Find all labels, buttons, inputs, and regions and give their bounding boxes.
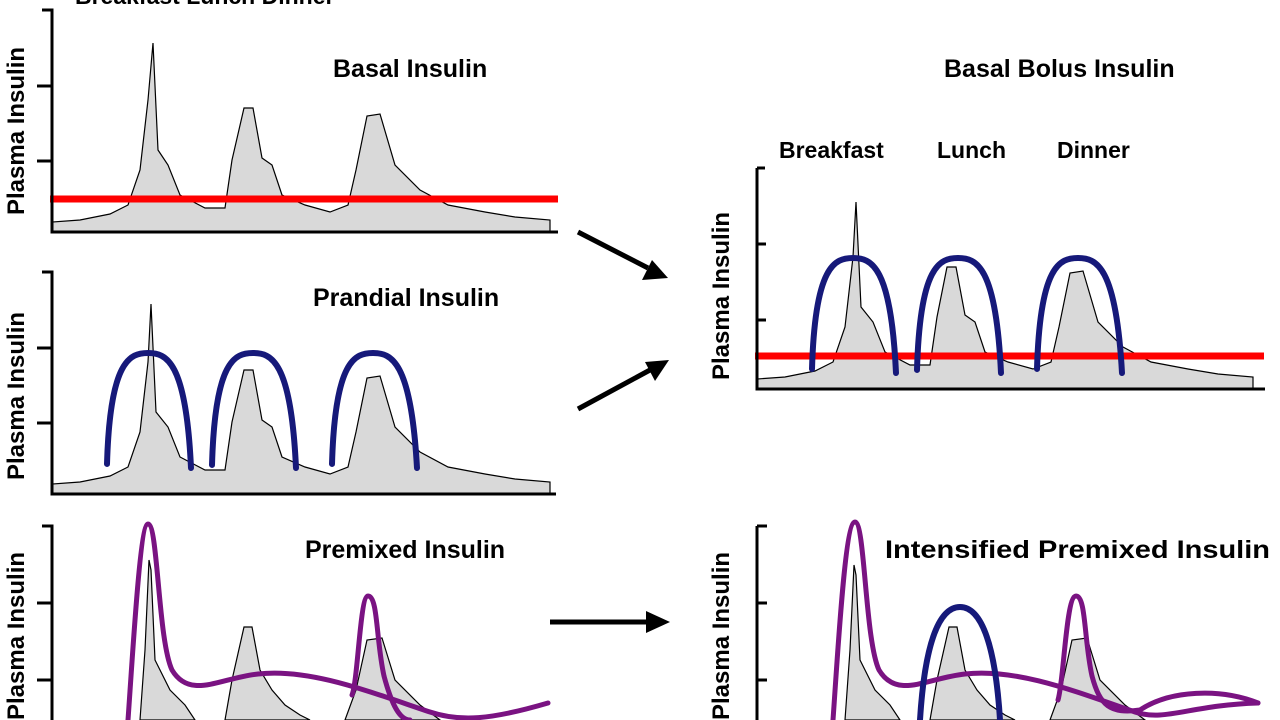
- arrow-basal-to-basal-bolus: [576, 229, 668, 280]
- y-axis-label: Plasma Insulin: [708, 552, 735, 720]
- physiologic-insulin-profile: [139, 559, 441, 720]
- meal-label-dinner: Dinner: [1057, 137, 1130, 163]
- prandial-bolus-curve: [209, 349, 299, 471]
- panel-basal-bolus: Basal Bolus Insulin Breakfast Lunch Dinn…: [708, 55, 1265, 391]
- panel-intensified: Intensified Premixed Insulin Plasma Insu…: [708, 519, 1270, 720]
- arrow-prandial-to-basal-bolus: [576, 360, 669, 412]
- meal-label-lunch: Lunch: [937, 137, 1006, 163]
- axes: [42, 8, 558, 234]
- physiologic-insulin-profile: [51, 303, 551, 495]
- panel-basal: Basal Insulin Plasma Insulin: [3, 8, 558, 234]
- panel-title: Basal Insulin: [333, 55, 487, 83]
- axes: [42, 270, 556, 496]
- panel-title: Premixed Insulin: [305, 536, 505, 564]
- prandial-bolus-curve: [329, 349, 420, 471]
- meal-label-breakfast: Breakfast: [779, 137, 884, 163]
- axes: [755, 166, 1265, 391]
- panel-title: Basal Bolus Insulin: [944, 55, 1175, 83]
- lunch-bolus-curve: [917, 603, 1003, 720]
- premixed-curve: [125, 521, 551, 720]
- bolus-insulin-curve: [914, 254, 1004, 376]
- bolus-insulin-curve: [1034, 254, 1125, 376]
- cropped-meal-labels: Breakfast Lunch Dinner: [75, 0, 334, 9]
- premixed-curve: [349, 593, 413, 720]
- premixed-curve: [1055, 593, 1261, 714]
- y-axis-label: Plasma Insulin: [3, 552, 30, 720]
- bolus-insulin-curve: [809, 254, 899, 376]
- y-axis-label: Plasma Insulin: [3, 312, 30, 480]
- prandial-bolus-curve: [104, 349, 194, 471]
- premixed-curve: [830, 519, 1261, 720]
- physiologic-insulin-profile: [844, 564, 1146, 720]
- panel-prandial: Prandial Insulin Plasma Insulin: [3, 270, 556, 496]
- arrow-premixed-to-intensified: [550, 611, 670, 633]
- axes: [42, 524, 54, 720]
- panel-title: Intensified Premixed Insulin: [885, 536, 1270, 564]
- panel-premixed: Premixed Insulin Plasma Insulin: [3, 521, 551, 720]
- physiologic-insulin-profile: [756, 201, 1254, 390]
- axes: [755, 524, 767, 720]
- y-axis-label: Plasma Insulin: [708, 212, 735, 380]
- y-axis-label: Plasma Insulin: [3, 47, 30, 215]
- panel-title: Prandial Insulin: [313, 284, 499, 312]
